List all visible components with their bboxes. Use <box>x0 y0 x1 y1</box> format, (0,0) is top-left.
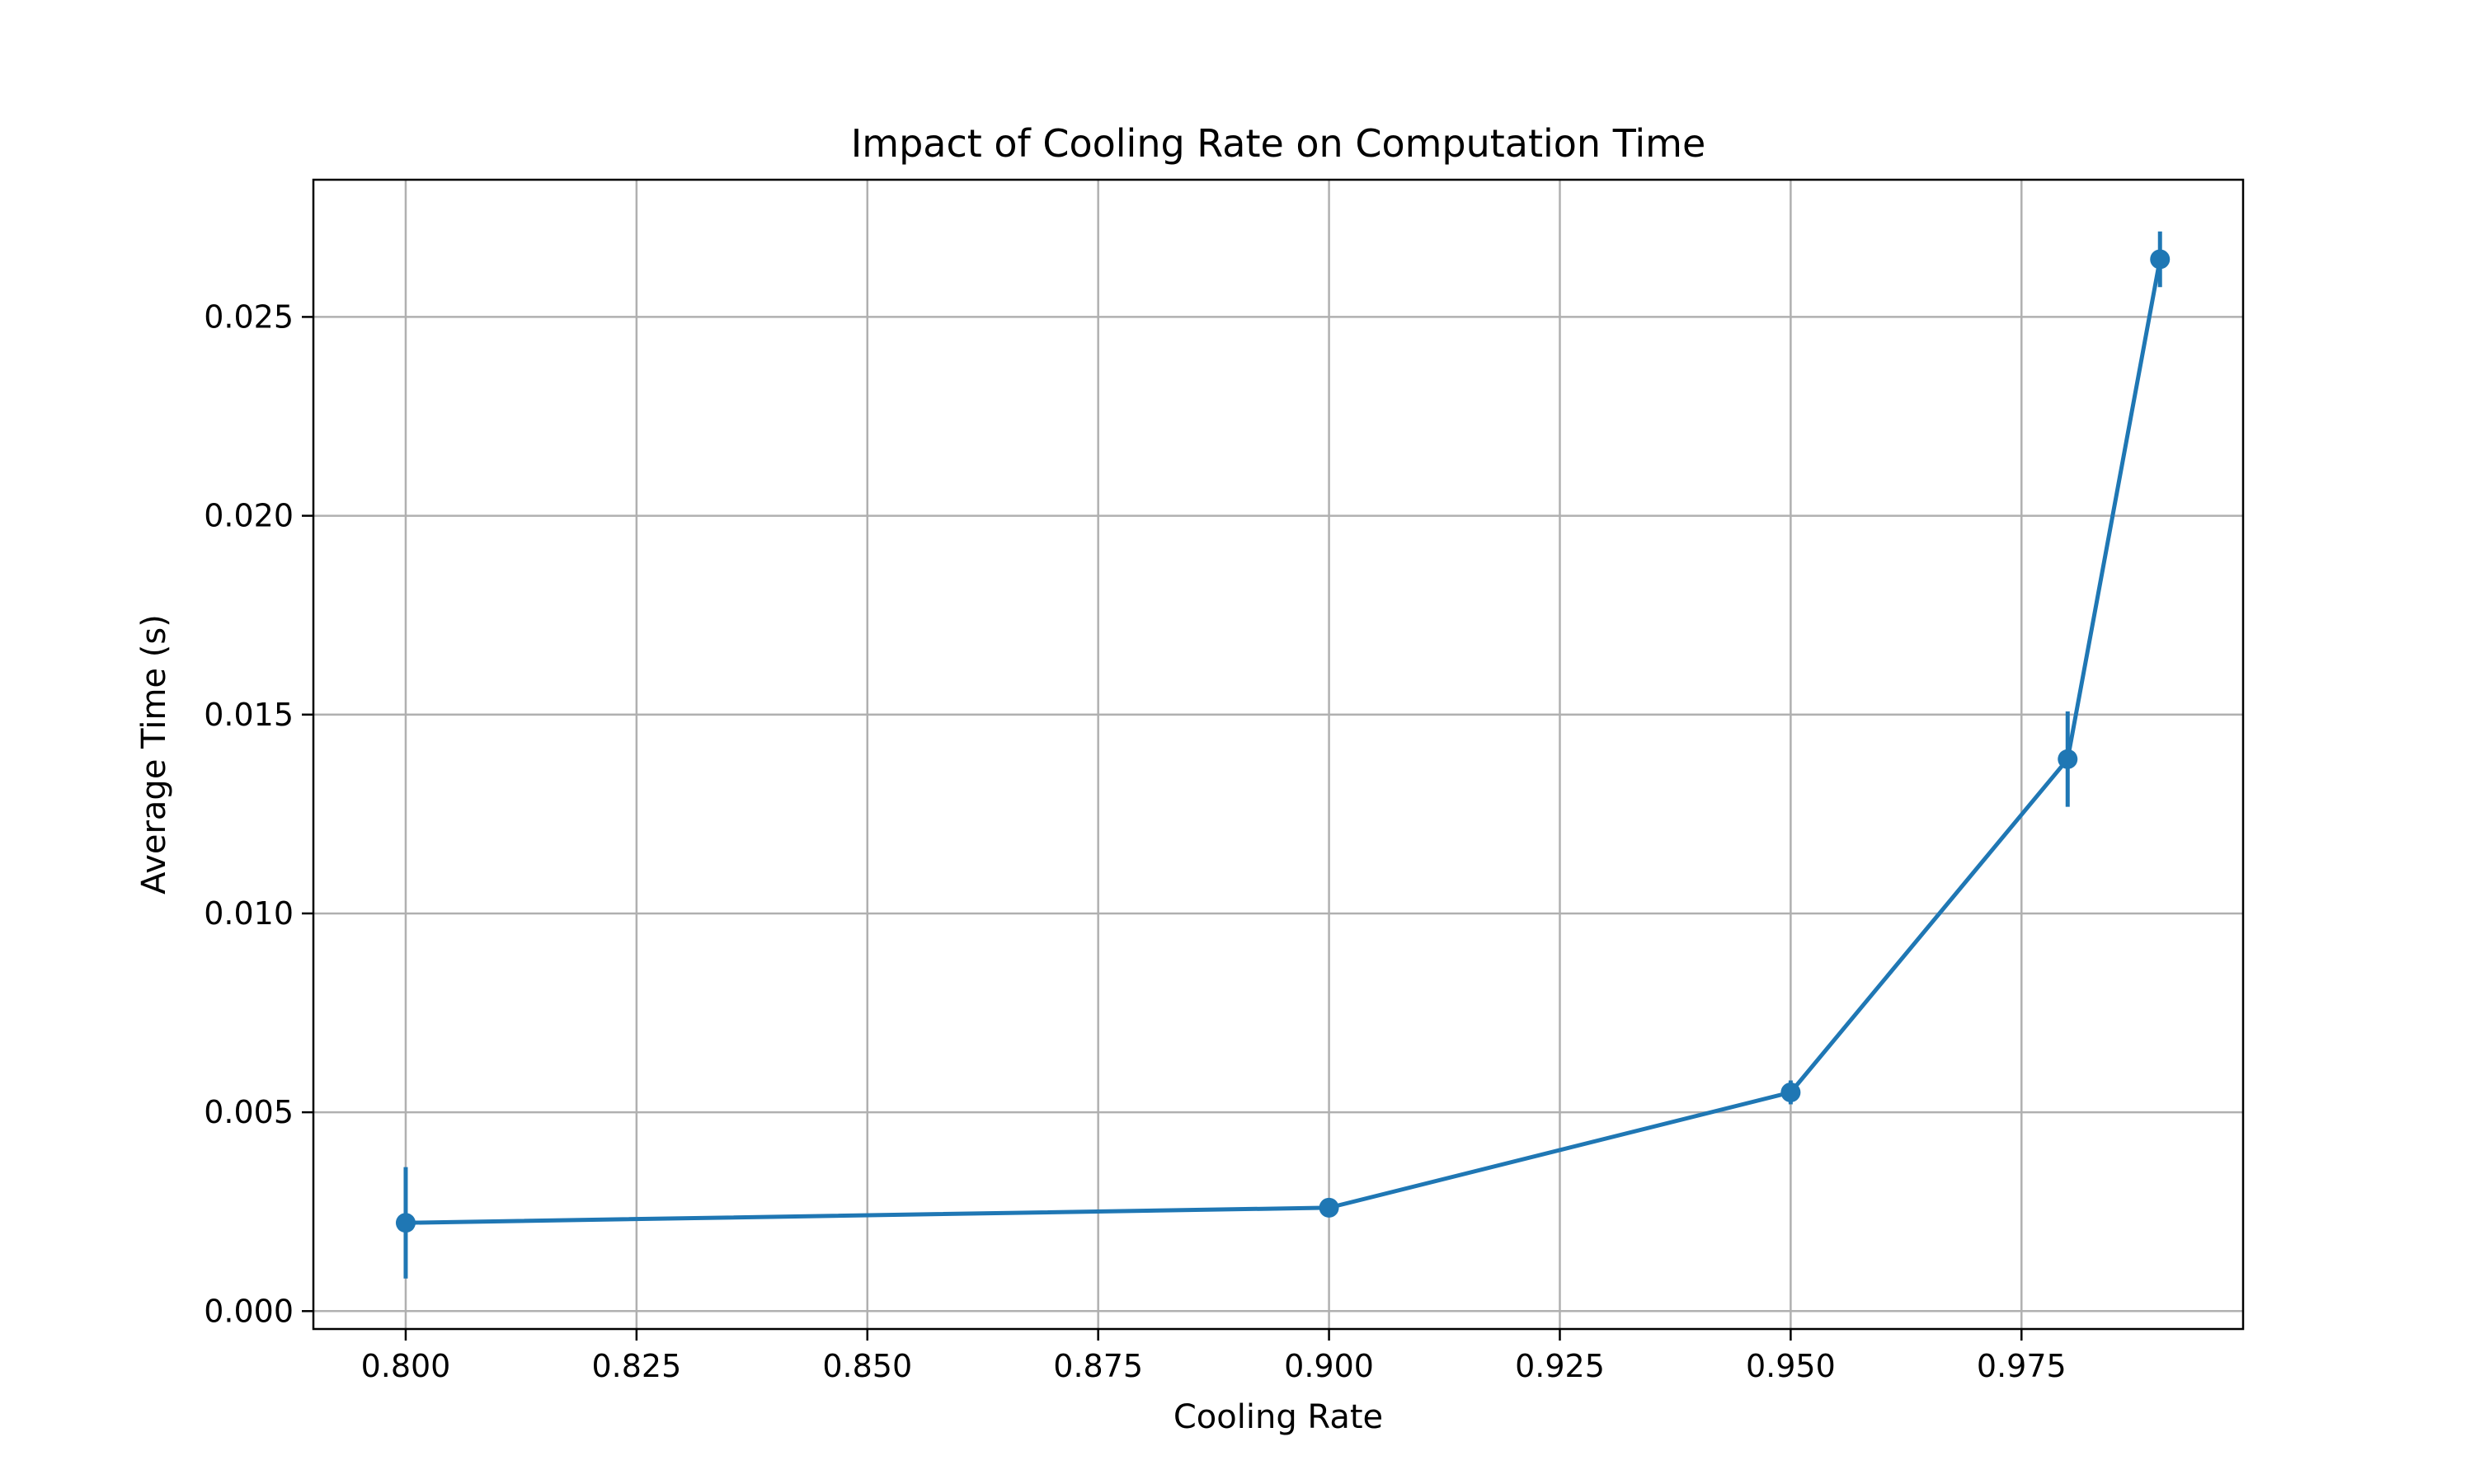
axis-ticks: 0.800 0.825 0.850 0.875 0.900 0.925 0.950 0.975… <box>204 298 2066 1384</box>
y-tick-label: 0.025 <box>204 298 294 335</box>
grid-lines <box>313 180 2243 1329</box>
data-series <box>395 231 2171 1279</box>
x-tick-label: 0.850 <box>822 1348 912 1384</box>
y-tick-label: 0.015 <box>204 697 294 733</box>
x-tick-label: 0.900 <box>1284 1348 1374 1384</box>
data-point <box>1319 1197 1339 1218</box>
y-tick-label: 0.020 <box>204 498 294 534</box>
data-point <box>2058 749 2078 769</box>
x-tick-label: 0.875 <box>1053 1348 1143 1384</box>
chart-title: Impact of Cooling Rate on Computation Ti… <box>851 121 1706 166</box>
x-tick-label: 0.925 <box>1515 1348 1605 1384</box>
y-axis-label: Average Time (s) <box>135 614 173 895</box>
x-tick-label: 0.975 <box>1977 1348 2067 1384</box>
data-point <box>1780 1082 1801 1102</box>
data-point <box>395 1213 416 1233</box>
data-point <box>2150 249 2171 270</box>
y-tick-label: 0.005 <box>204 1094 294 1130</box>
x-tick-label: 0.950 <box>1746 1348 1836 1384</box>
x-tick-label: 0.800 <box>361 1348 451 1384</box>
y-tick-label: 0.000 <box>204 1293 294 1329</box>
x-tick-label: 0.825 <box>591 1348 681 1384</box>
plot-frame <box>312 178 2245 1331</box>
y-tick-label: 0.010 <box>204 895 294 932</box>
x-axis-label: Cooling Rate <box>1174 1398 1383 1436</box>
